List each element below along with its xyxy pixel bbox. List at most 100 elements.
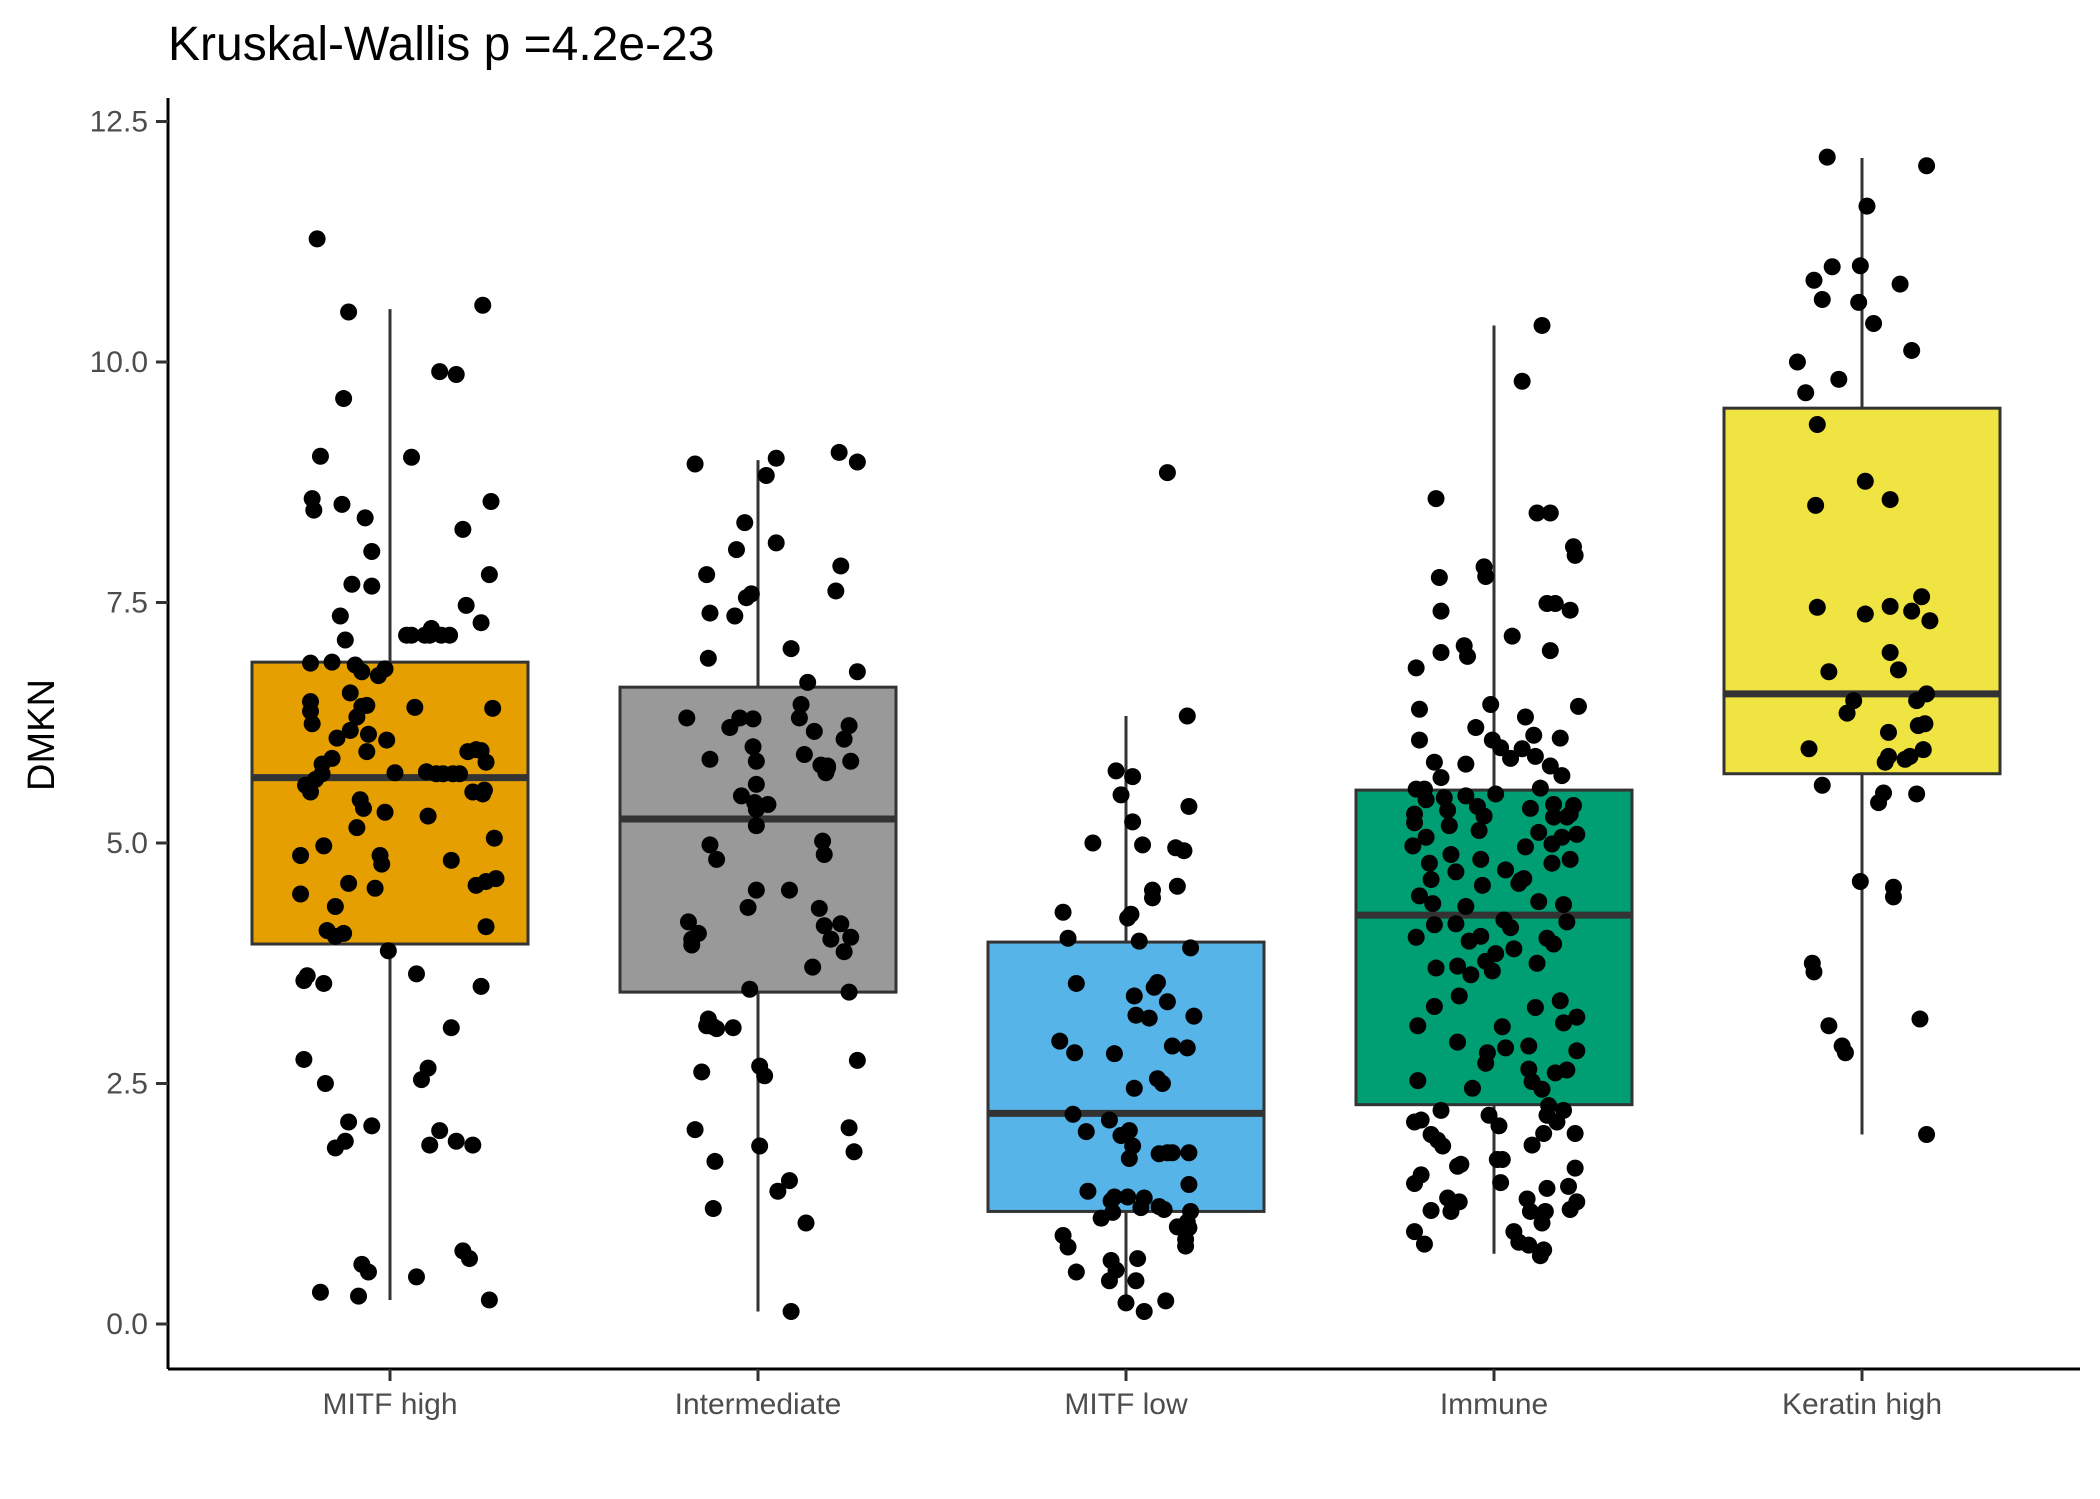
data-point [1155, 1201, 1173, 1219]
data-point [1797, 384, 1815, 402]
data-point [1533, 316, 1551, 334]
data-point [407, 965, 425, 983]
data-point [1417, 791, 1435, 809]
y-tick-label: 5.0 [106, 827, 148, 860]
data-point [1404, 837, 1422, 855]
data-point [689, 924, 707, 942]
data-point [1054, 903, 1072, 921]
data-point [480, 566, 498, 584]
data-point [827, 582, 845, 600]
data-point [348, 708, 366, 726]
data-point [303, 715, 321, 733]
y-tick-label: 2.5 [106, 1068, 148, 1101]
data-point [447, 366, 465, 384]
data-point [1850, 293, 1868, 311]
data-point [302, 693, 320, 711]
data-point [1059, 929, 1077, 947]
data-point [305, 501, 323, 519]
data-point [480, 1291, 498, 1309]
data-point [378, 731, 396, 749]
data-point [1449, 957, 1467, 975]
data-point [358, 696, 376, 714]
data-point [472, 977, 490, 995]
data-point [1462, 966, 1480, 984]
data-point [1515, 870, 1533, 888]
data-point [442, 1019, 460, 1037]
data-point [848, 663, 866, 681]
data-point [1493, 1150, 1511, 1168]
data-point [1434, 1137, 1452, 1155]
data-point [1845, 692, 1863, 710]
data-point [1851, 872, 1869, 890]
data-point [1914, 741, 1932, 759]
data-point [1412, 1166, 1430, 1184]
data-point [477, 918, 495, 936]
data-point [1473, 876, 1491, 894]
data-point [1168, 1218, 1186, 1236]
data-point [744, 710, 762, 728]
data-point [1561, 601, 1579, 619]
data-point [1564, 538, 1582, 556]
data-point [747, 775, 765, 793]
data-point [359, 1263, 377, 1281]
data-point [1427, 959, 1445, 977]
data-point [1916, 715, 1934, 733]
data-point [1102, 1252, 1120, 1270]
plot-area [250, 148, 2002, 1320]
data-point [1891, 275, 1909, 293]
data-point [732, 787, 750, 805]
data-point [1555, 896, 1573, 914]
data-point [328, 729, 346, 747]
data-point [358, 743, 376, 761]
data-point [1838, 704, 1856, 722]
data-point [848, 1051, 866, 1069]
data-point [403, 448, 421, 466]
data-point [1526, 999, 1544, 1017]
data-point [848, 453, 866, 471]
data-point [457, 596, 475, 614]
data-point [1865, 315, 1883, 333]
data-point [1551, 729, 1569, 747]
data-point [805, 722, 823, 740]
data-point [1459, 647, 1477, 665]
data-point [1913, 588, 1931, 606]
data-point [485, 829, 503, 847]
data-point [1105, 1045, 1123, 1063]
data-point [326, 897, 344, 915]
data-point [1163, 1144, 1181, 1162]
data-point [1132, 1199, 1150, 1217]
data-point [1553, 828, 1571, 846]
data-point [1858, 197, 1876, 215]
data-point [442, 851, 460, 869]
data-point [1531, 779, 1549, 797]
data-point [1908, 785, 1926, 803]
data-point [412, 1071, 430, 1089]
data-point [1180, 1176, 1198, 1194]
data-point [1518, 1190, 1536, 1208]
data-point [1178, 707, 1196, 725]
data-point [1412, 1111, 1430, 1129]
data-point [744, 738, 762, 756]
data-point [741, 980, 759, 998]
data-point [477, 753, 495, 771]
data-point [1568, 1042, 1586, 1060]
data-point [1818, 148, 1836, 166]
data-point [1480, 1106, 1498, 1124]
data-point [1148, 973, 1166, 991]
data-point [323, 653, 341, 671]
data-point [1487, 785, 1505, 803]
data-point [292, 885, 310, 903]
data-point [464, 1136, 482, 1154]
data-point [822, 930, 840, 948]
chart-title: Kruskal-Wallis p =4.2e-23 [168, 18, 714, 71]
data-point [832, 915, 850, 933]
x-tick-label: Intermediate [675, 1388, 842, 1421]
data-point [1180, 797, 1198, 815]
data-point [1879, 747, 1897, 765]
data-point [295, 972, 313, 990]
data-point [355, 799, 373, 817]
data-point [1450, 987, 1468, 1005]
data-point [1051, 1032, 1069, 1050]
box [250, 660, 530, 946]
data-point [1788, 353, 1806, 371]
